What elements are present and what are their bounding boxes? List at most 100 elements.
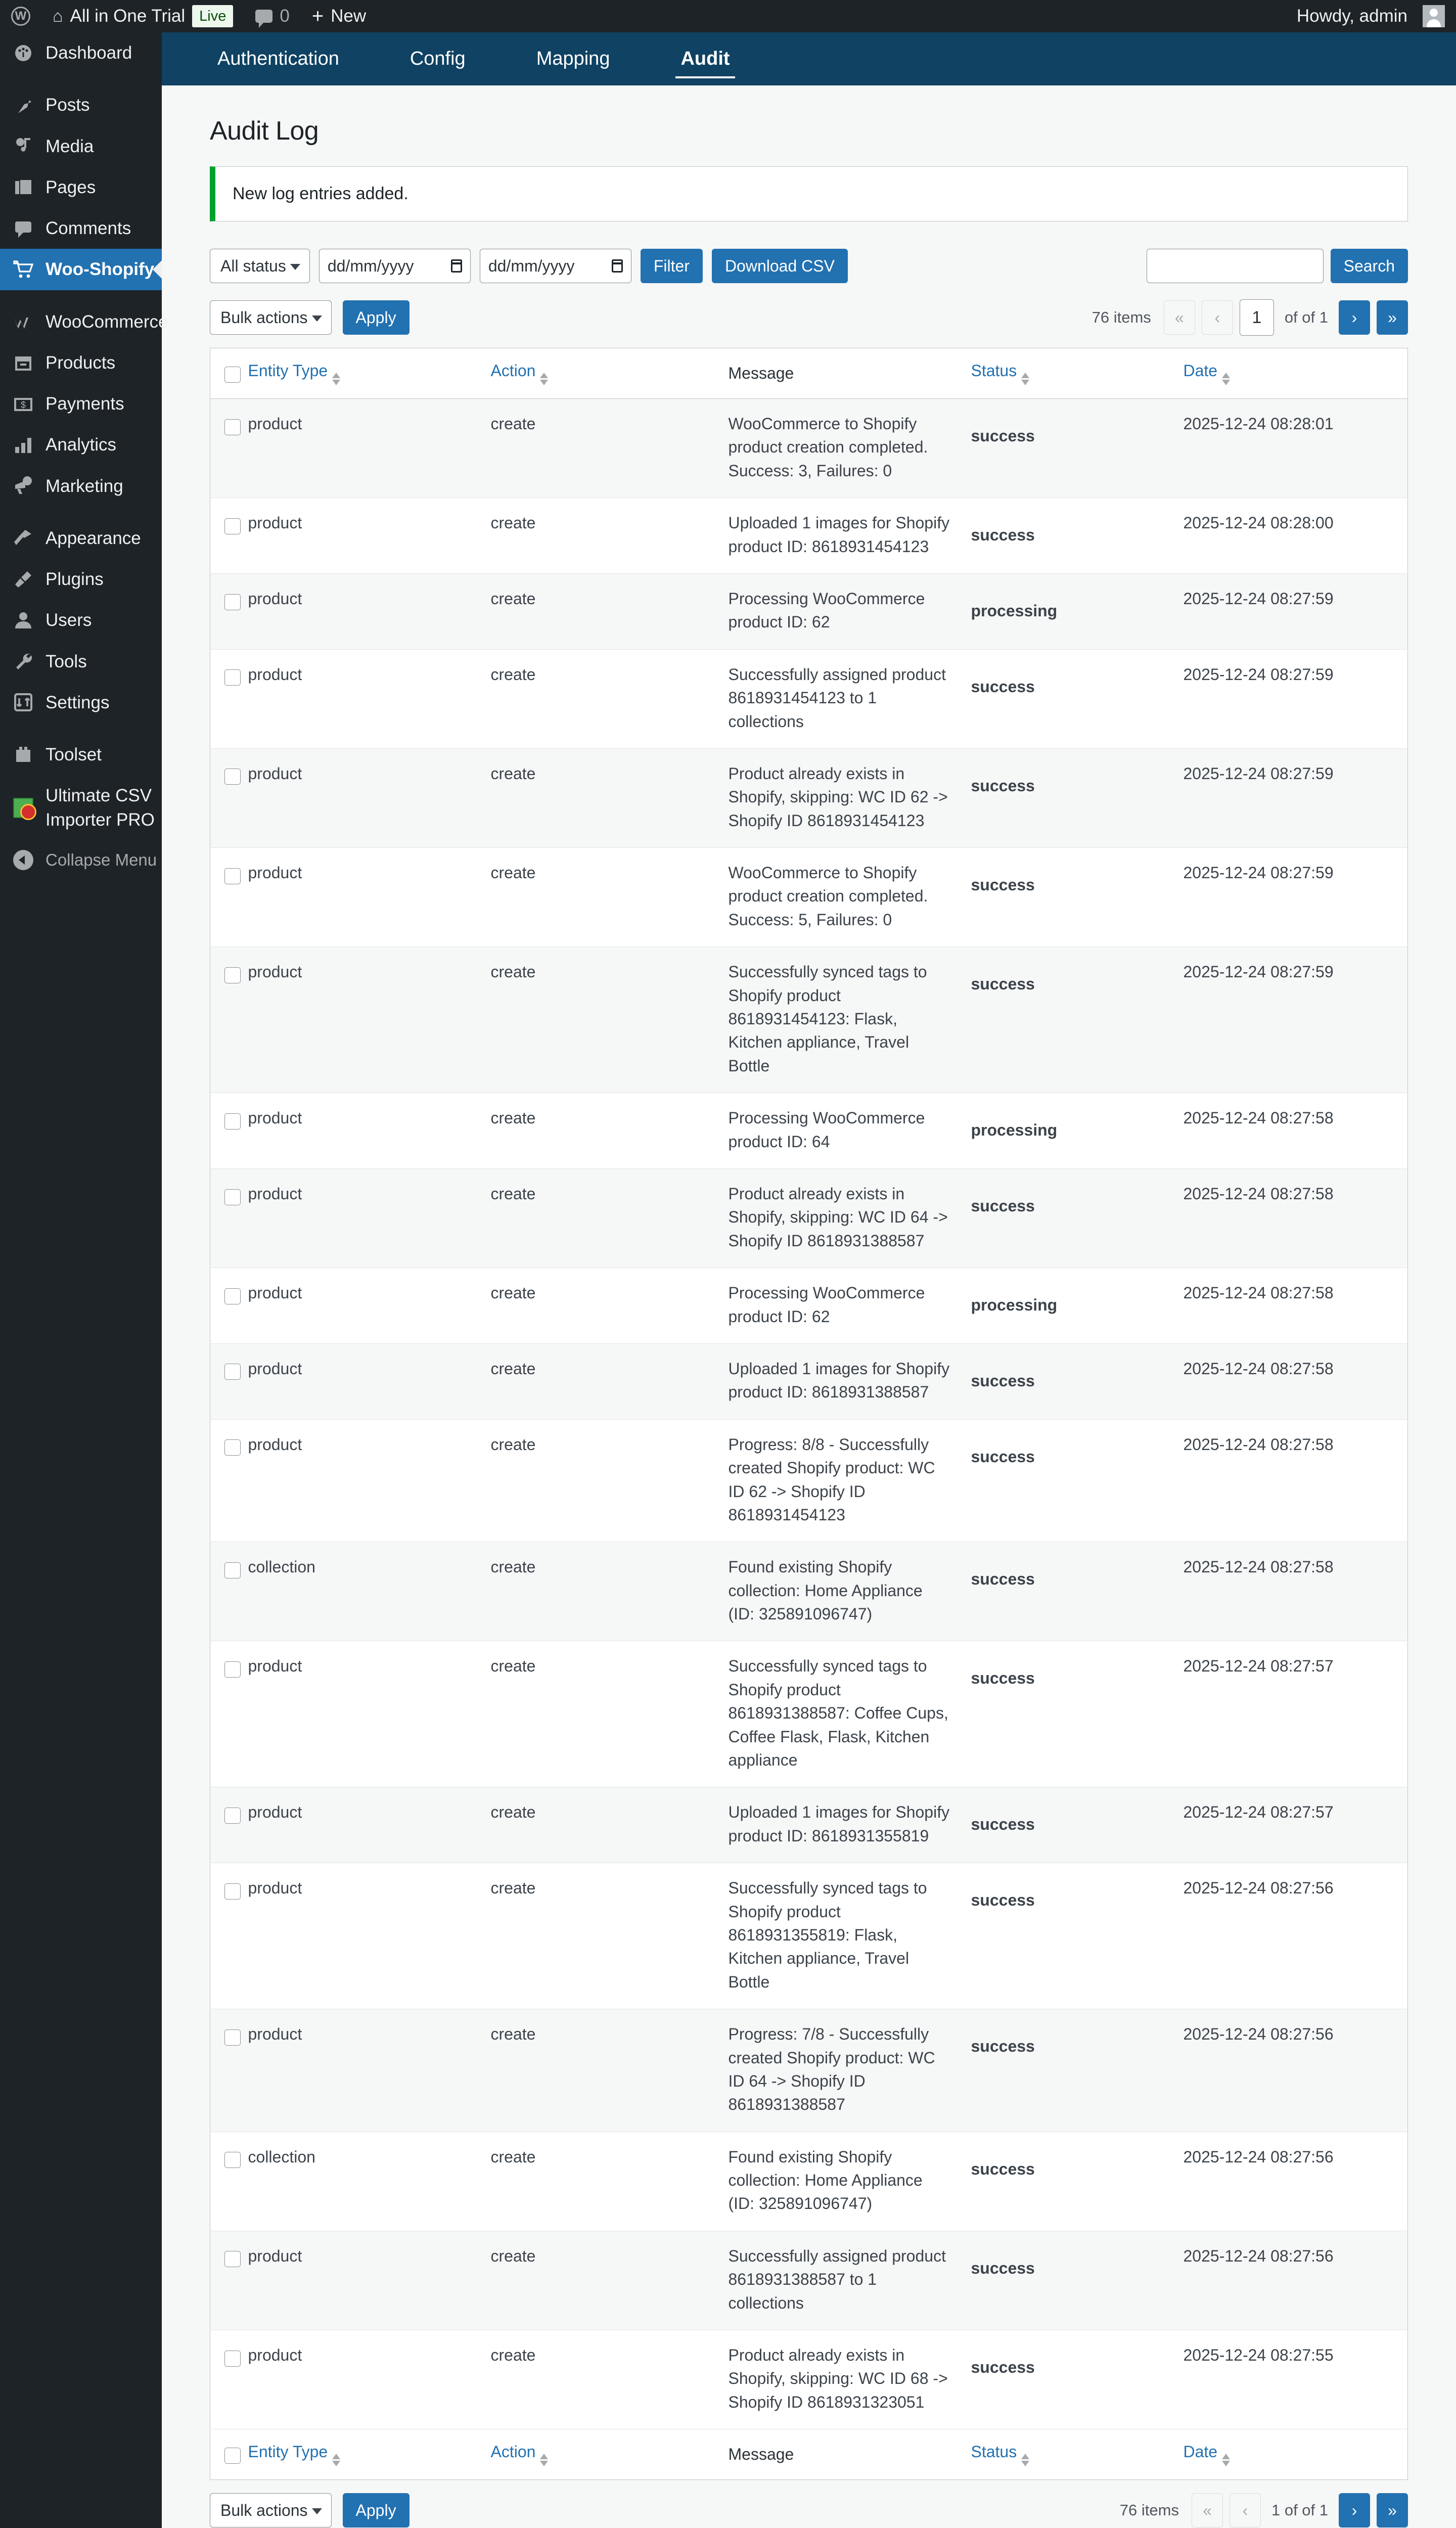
row-checkbox[interactable] (224, 1883, 241, 1900)
sidebar-item-media[interactable]: Media (0, 126, 162, 167)
tab-label: Authentication (217, 48, 339, 69)
row-checkbox[interactable] (224, 419, 241, 435)
tab-config[interactable]: Config (405, 32, 471, 85)
cell-status: success (971, 776, 1035, 795)
tab-audit[interactable]: Audit (675, 32, 735, 85)
date-from-input[interactable]: dd/mm/yyyy (318, 249, 471, 283)
sidebar-item-plugins[interactable]: Plugins (0, 559, 162, 600)
column-footer-date[interactable]: Date (1183, 2429, 1408, 2480)
row-checkbox[interactable] (224, 1661, 241, 1678)
row-checkbox[interactable] (224, 1807, 241, 1824)
cell-status: processing (971, 601, 1058, 620)
column-header-date[interactable]: Date (1183, 348, 1408, 399)
row-checkbox[interactable] (224, 1288, 241, 1304)
select-all-checkbox-bottom[interactable] (224, 2447, 241, 2464)
row-checkbox[interactable] (224, 1562, 241, 1578)
sidebar-item-dashboard[interactable]: Dashboard (0, 32, 162, 73)
sort-date-link-bottom[interactable]: Date (1183, 2443, 1218, 2461)
sort-action-link[interactable]: Action (490, 362, 536, 380)
row-checkbox[interactable] (224, 518, 241, 534)
sidebar-item-pages[interactable]: Pages (0, 167, 162, 208)
sidebar-item-toolset[interactable]: Toolset (0, 734, 162, 775)
sidebar-item-settings[interactable]: Settings (0, 682, 162, 723)
column-footer-entity-type[interactable]: Entity Type (248, 2429, 491, 2480)
wp-logo-menu[interactable] (0, 0, 41, 32)
first-page-button-top[interactable]: « (1163, 300, 1195, 335)
sort-date-link[interactable]: Date (1183, 362, 1218, 380)
sidebar-item-appearance[interactable]: Appearance (0, 518, 162, 559)
column-header-entity-type[interactable]: Entity Type (248, 348, 491, 399)
row-checkbox[interactable] (224, 669, 241, 686)
date-to-input[interactable]: dd/mm/yyyy (479, 249, 631, 283)
row-checkbox[interactable] (224, 1113, 241, 1130)
bulk-actions-toolbar-bottom: Bulk actions Apply 76 items « ‹ 1 of of … (210, 2493, 1408, 2528)
sidebar-item-tools[interactable]: Tools (0, 641, 162, 682)
cell-entity-type: product (248, 1284, 302, 1302)
prev-page-button-top[interactable]: ‹ (1201, 300, 1233, 335)
sidebar-item-ultimate-csv-importer-pro[interactable]: Ultimate CSV Importer PRO (0, 775, 162, 840)
sidebar-item-posts[interactable]: Posts (0, 84, 162, 125)
current-page-input-top[interactable]: 1 (1239, 299, 1274, 336)
sidebar-item-analytics[interactable]: Analytics (0, 424, 162, 465)
cell-message: Progress: 7/8 - Successfully created Sho… (728, 2025, 935, 2114)
my-account-menu[interactable]: Howdy, admin (1286, 0, 1456, 32)
site-name-menu[interactable]: ⌂ All in One Trial Live (41, 0, 244, 32)
prev-page-button-bottom[interactable]: ‹ (1229, 2493, 1261, 2528)
tab-mapping[interactable]: Mapping (531, 32, 615, 85)
last-page-button-bottom[interactable]: » (1377, 2493, 1408, 2528)
collapse-menu-button[interactable]: Collapse Menu (0, 840, 162, 880)
calendar-icon[interactable] (611, 259, 623, 273)
last-page-button-top[interactable]: » (1377, 300, 1408, 335)
comments-menu[interactable]: 0 (244, 0, 300, 32)
row-checkbox[interactable] (224, 2029, 241, 2046)
sort-action-link-bottom[interactable]: Action (490, 2443, 536, 2461)
row-checkbox[interactable] (224, 769, 241, 785)
row-checkbox[interactable] (224, 868, 241, 884)
sidebar-item-payments[interactable]: $ Payments (0, 383, 162, 424)
table-row: product create WooCommerce to Shopify prod… (210, 398, 1408, 498)
cell-status: success (971, 1815, 1035, 1834)
sidebar-item-products[interactable]: Products (0, 342, 162, 383)
sort-status-link-bottom[interactable]: Status (971, 2443, 1017, 2461)
next-page-button-bottom[interactable]: › (1339, 2493, 1370, 2528)
search-button[interactable]: Search (1330, 249, 1408, 283)
bulk-actions-select-top[interactable]: Bulk actions (210, 300, 332, 335)
column-footer-action[interactable]: Action (490, 2429, 729, 2480)
row-checkbox[interactable] (224, 1439, 241, 1456)
column-header-action[interactable]: Action (490, 348, 729, 399)
bulk-actions-select-bottom[interactable]: Bulk actions (210, 2493, 332, 2528)
row-checkbox[interactable] (224, 1364, 241, 1380)
notice-message: New log entries added. (233, 184, 408, 203)
column-header-status[interactable]: Status (971, 348, 1184, 399)
column-footer-status[interactable]: Status (971, 2429, 1184, 2480)
filter-button[interactable]: Filter (640, 249, 703, 283)
row-checkbox[interactable] (224, 594, 241, 610)
download-csv-button[interactable]: Download CSV (711, 249, 848, 283)
tab-authentication[interactable]: Authentication (212, 32, 344, 85)
sidebar-item-woo-shopify[interactable]: Woo-Shopify (0, 249, 162, 290)
row-checkbox[interactable] (224, 1189, 241, 1205)
apply-button-top[interactable]: Apply (342, 300, 410, 335)
table-row: product create Successfully synced tags to… (210, 1641, 1408, 1787)
status-filter-select[interactable]: All status (210, 249, 310, 283)
row-checkbox[interactable] (224, 2152, 241, 2169)
row-checkbox[interactable] (224, 2350, 241, 2367)
first-page-button-bottom[interactable]: « (1191, 2493, 1223, 2528)
apply-button-bottom[interactable]: Apply (342, 2493, 410, 2528)
search-input[interactable] (1146, 249, 1324, 283)
row-checkbox[interactable] (224, 967, 241, 983)
sidebar-item-marketing[interactable]: Marketing (0, 466, 162, 507)
sidebar-item-comments[interactable]: Comments (0, 208, 162, 249)
row-checkbox[interactable] (224, 2251, 241, 2268)
sidebar-item-users[interactable]: Users (0, 600, 162, 641)
cell-status: success (971, 2259, 1035, 2277)
cell-date: 2025-12-24 08:27:59 (1183, 963, 1334, 981)
sidebar-item-woocommerce[interactable]: WooCommerce (0, 301, 168, 342)
select-all-checkbox-top[interactable] (224, 366, 241, 383)
sort-status-link[interactable]: Status (971, 362, 1017, 380)
new-content-menu[interactable]: + New (301, 0, 377, 32)
next-page-button-top[interactable]: › (1339, 300, 1370, 335)
sort-entity-type-link[interactable]: Entity Type (248, 362, 328, 380)
calendar-icon[interactable] (450, 259, 462, 273)
sort-entity-type-link-bottom[interactable]: Entity Type (248, 2443, 328, 2461)
